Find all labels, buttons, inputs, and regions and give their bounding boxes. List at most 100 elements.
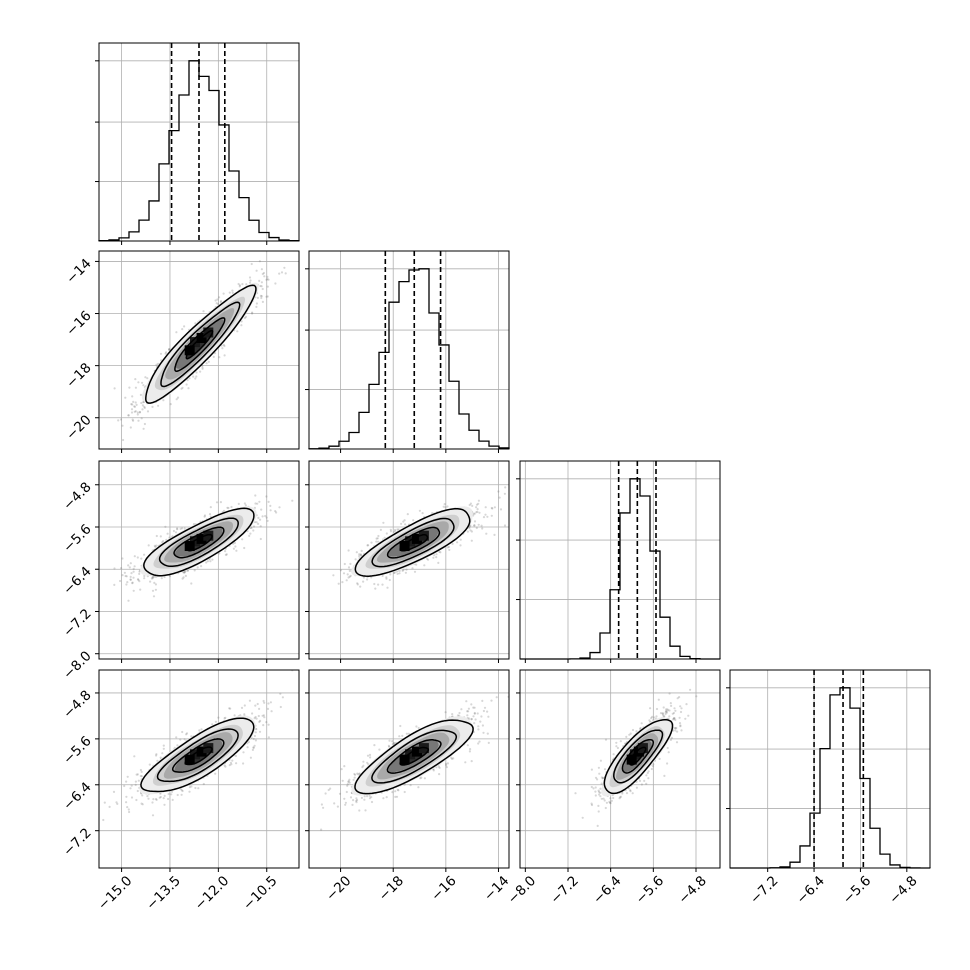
sample-point	[140, 802, 143, 805]
scatter-panel-4-1	[95, 669, 300, 872]
sample-point	[183, 738, 186, 741]
sample-point	[131, 582, 134, 585]
sample-point	[143, 577, 146, 580]
sample-point	[138, 411, 141, 414]
sample-point	[235, 762, 238, 765]
sample-point	[130, 572, 133, 575]
sample-point	[151, 405, 154, 408]
sample-point	[484, 513, 487, 516]
sample-point	[188, 786, 191, 789]
sample-point	[165, 351, 168, 354]
sample-point	[263, 701, 266, 704]
sample-point	[366, 578, 369, 581]
sample-point	[359, 553, 362, 556]
sample-point	[412, 519, 415, 522]
sample-point	[207, 360, 210, 363]
contour-line-4	[185, 533, 213, 552]
sample-point	[233, 714, 236, 717]
sample-point	[473, 524, 476, 527]
sample-point	[129, 426, 132, 429]
sample-point	[475, 503, 479, 506]
sample-point	[155, 544, 158, 547]
sample-point	[261, 287, 264, 291]
sample-point	[423, 564, 426, 567]
sample-point	[126, 581, 129, 584]
sample-point	[139, 768, 142, 772]
density-cell	[418, 530, 429, 541]
sample-point	[481, 527, 484, 530]
sample-point	[159, 352, 163, 355]
sample-point	[367, 544, 370, 547]
sample-point	[113, 387, 116, 390]
sample-point	[266, 275, 269, 278]
sample-point	[138, 580, 141, 583]
panel-frame	[308, 250, 510, 450]
sample-point	[266, 277, 269, 281]
sample-point	[504, 486, 507, 489]
sample-point	[377, 540, 380, 543]
sample-point	[347, 549, 350, 552]
sample-point	[131, 418, 134, 421]
sample-point	[478, 511, 481, 514]
sample-point	[249, 279, 252, 282]
sample-point	[243, 546, 246, 550]
sample-point	[469, 502, 472, 505]
sample-point	[490, 506, 493, 510]
sample-point	[132, 567, 135, 570]
sample-point	[493, 506, 496, 509]
sample-point	[251, 311, 254, 314]
sample-point	[343, 562, 346, 566]
sample-point	[205, 561, 208, 564]
sample-point	[258, 500, 261, 503]
histogram-4	[730, 687, 931, 869]
density-cell	[203, 530, 214, 541]
sample-point	[473, 512, 476, 515]
density-cell	[405, 536, 416, 547]
contour-line-2	[160, 301, 241, 388]
sample-point	[193, 569, 196, 572]
sample-point	[261, 515, 264, 518]
sample-point	[269, 701, 272, 704]
sample-point	[252, 746, 255, 749]
contour-line-4	[399, 533, 429, 552]
sample-point	[256, 296, 259, 299]
sample-point	[442, 505, 445, 508]
sample-point	[234, 754, 237, 758]
sample-point	[270, 710, 273, 713]
sample-point	[166, 532, 169, 535]
sample-point	[232, 542, 235, 545]
sample-point	[143, 553, 146, 556]
sample-point	[222, 292, 225, 295]
sample-point	[228, 291, 231, 294]
sample-point	[475, 526, 478, 530]
sample-point	[125, 575, 128, 578]
sample-point	[112, 790, 116, 793]
sample-point	[155, 798, 158, 801]
sample-point	[382, 521, 385, 524]
sample-point	[263, 716, 266, 719]
sample-point	[471, 504, 474, 507]
sample-point	[132, 419, 135, 422]
sample-point	[159, 535, 162, 538]
sample-point	[243, 704, 246, 707]
sample-point	[485, 532, 488, 535]
sample-point	[257, 516, 260, 519]
sample-point	[398, 572, 401, 575]
sample-point	[259, 525, 262, 528]
sample-point	[243, 316, 246, 320]
sample-point	[164, 352, 167, 355]
sample-point	[133, 405, 136, 408]
sample-point	[264, 514, 267, 518]
sample-point	[130, 796, 134, 799]
histogram-3	[520, 478, 721, 660]
sample-point	[447, 545, 451, 549]
sample-point	[127, 414, 130, 417]
sample-point	[443, 503, 446, 506]
sample-point	[238, 285, 241, 288]
sample-point	[218, 296, 221, 299]
sample-point	[259, 537, 262, 541]
sample-point	[171, 798, 174, 801]
sample-point	[266, 295, 269, 298]
sample-point	[143, 574, 146, 578]
sample-point	[381, 574, 384, 577]
